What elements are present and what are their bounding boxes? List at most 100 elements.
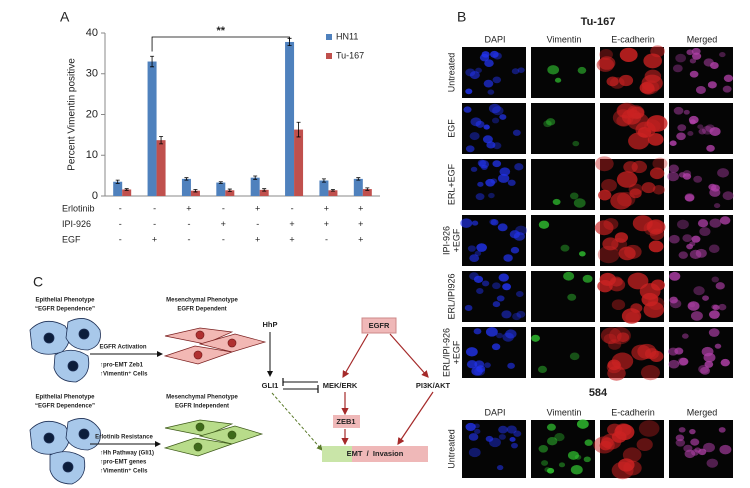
error-bar [356, 177, 361, 181]
row-label: EGF [446, 119, 456, 138]
cell [688, 115, 699, 124]
cell [644, 119, 661, 133]
cell [511, 68, 520, 75]
cell [601, 179, 617, 192]
cell [616, 114, 632, 127]
label: EGFR Activation [99, 345, 146, 351]
cell [491, 343, 501, 351]
column-header: Merged [687, 34, 718, 44]
cell [506, 425, 517, 434]
bar [285, 41, 295, 197]
micrograph [531, 419, 595, 478]
error-bar [253, 175, 258, 180]
treatment-sign: - [325, 234, 328, 244]
micrograph [600, 102, 668, 154]
cell [697, 124, 704, 130]
cell [490, 219, 499, 226]
cell [477, 181, 484, 187]
treatment-sign: - [119, 234, 122, 244]
cell [611, 299, 626, 311]
cell [515, 225, 528, 236]
cell [686, 49, 694, 56]
cell [484, 362, 491, 368]
micrograph-bg [531, 420, 595, 478]
treatment-sign: + [358, 234, 363, 244]
y-axis-label: Percent Vimentin positive [67, 58, 78, 171]
arrow [271, 392, 323, 451]
treatment-sign: - [119, 203, 122, 213]
treatment-sign: + [324, 203, 329, 213]
cell [675, 439, 686, 447]
micrograph [531, 103, 595, 154]
error-bar [115, 179, 120, 184]
cell [625, 311, 640, 324]
cell [488, 103, 501, 114]
cell [577, 66, 587, 74]
cell [638, 420, 660, 437]
cell [651, 279, 665, 291]
cell [610, 192, 632, 210]
cell [507, 179, 516, 186]
cell [598, 189, 612, 201]
legend-label: HN11 [336, 31, 358, 41]
cell [704, 360, 714, 368]
cell [492, 160, 502, 168]
cell [668, 234, 680, 244]
treatment-sign: + [221, 219, 226, 229]
cell [499, 167, 511, 176]
error-bar [218, 181, 223, 184]
cell [706, 144, 715, 152]
cell [505, 329, 517, 339]
label: EGFR Dependent [177, 307, 226, 313]
cell [708, 244, 720, 253]
label: Erlotinib Resistance [95, 435, 153, 441]
bar [156, 140, 166, 196]
cell [713, 203, 721, 209]
cell [501, 310, 512, 319]
cell [531, 334, 540, 342]
bar [122, 189, 132, 196]
cell [616, 103, 635, 118]
column-header: Vimentin [547, 407, 582, 417]
cell [714, 343, 722, 349]
cell [600, 327, 622, 345]
cell [490, 178, 498, 184]
cell [602, 237, 619, 251]
cell [469, 254, 480, 263]
cell [677, 357, 688, 366]
treatment-sign: - [256, 219, 259, 229]
node-box [322, 446, 352, 462]
cell [603, 218, 619, 231]
cell [485, 435, 494, 442]
cell [475, 193, 485, 201]
micrograph [531, 271, 595, 322]
cell [576, 419, 589, 429]
node-box [361, 317, 397, 334]
error-bar [296, 121, 301, 138]
micrograph [462, 159, 526, 210]
treatment-label: IPI-926 [62, 219, 91, 229]
cell [554, 77, 562, 83]
cell [473, 328, 482, 335]
mesenchymal-cells [163, 327, 267, 365]
cell [675, 53, 687, 63]
bar [328, 190, 338, 196]
cell [682, 234, 693, 243]
label: “EGFR Dependence” [35, 307, 95, 313]
cell [538, 220, 550, 229]
cell [491, 117, 500, 124]
label: Epithelial Phenotype [35, 395, 95, 401]
treatment-label: EGF [62, 234, 81, 244]
cell [471, 220, 479, 226]
node: EMT / Invasion [347, 449, 404, 458]
cell [693, 286, 705, 296]
epithelial-cells [29, 418, 101, 485]
epithelial-cells [29, 318, 101, 383]
micrograph-bg [462, 271, 526, 322]
bar [362, 189, 372, 196]
cell [678, 172, 686, 178]
cell [473, 275, 484, 284]
cell [723, 74, 734, 83]
label: “EGFR Dependence” [35, 404, 95, 410]
treatment-sign: + [358, 219, 363, 229]
